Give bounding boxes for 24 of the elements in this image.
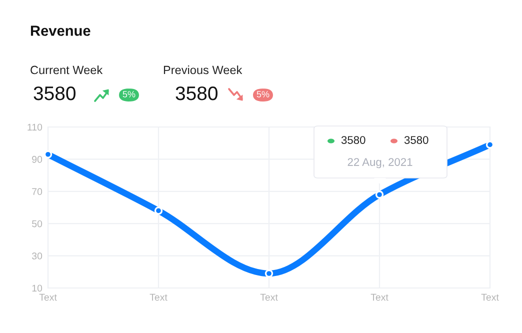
x-tick-label: Text xyxy=(39,294,57,301)
y-tick-label: 50 xyxy=(32,220,42,228)
y-tick-label: 90 xyxy=(32,156,42,163)
text: Previous Week xyxy=(164,66,242,74)
point xyxy=(154,206,163,215)
point xyxy=(375,190,384,199)
text: 3580 xyxy=(34,86,76,100)
annotation: 3580 xyxy=(341,136,366,144)
y-tick-label: 30 xyxy=(32,252,42,260)
x-tick-label: Text xyxy=(481,294,499,301)
x-tick-label: Text xyxy=(260,294,278,301)
point xyxy=(264,269,274,278)
chart-title: Revenue xyxy=(30,26,90,36)
x-tick-label: Text xyxy=(150,294,168,301)
text: 5% xyxy=(256,91,270,98)
text: 5% xyxy=(122,91,136,98)
y-tick-label: 70 xyxy=(32,188,42,196)
annotation: 3580 xyxy=(404,136,428,144)
text: Current Week xyxy=(30,66,103,74)
annotation: 22 Aug, 2021 xyxy=(348,158,412,168)
x-tick-label: Text xyxy=(370,294,388,301)
y-tick-label: 110 xyxy=(28,124,42,131)
text: 3580 xyxy=(176,86,218,100)
y-tick-label: 10 xyxy=(32,284,42,292)
